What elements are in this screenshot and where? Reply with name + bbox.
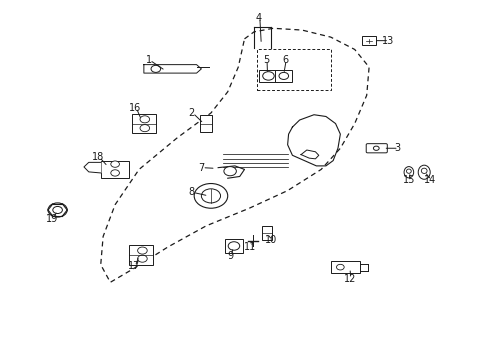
Ellipse shape <box>421 168 426 174</box>
Bar <box>200 115 211 132</box>
Circle shape <box>194 184 227 208</box>
Ellipse shape <box>417 165 429 179</box>
Circle shape <box>151 66 160 72</box>
Circle shape <box>336 264 344 270</box>
Circle shape <box>137 255 147 262</box>
Text: 17: 17 <box>128 261 140 271</box>
Text: 6: 6 <box>282 55 288 65</box>
Text: 11: 11 <box>244 242 256 252</box>
Text: 4: 4 <box>255 13 262 23</box>
Ellipse shape <box>403 167 413 178</box>
Circle shape <box>53 207 62 213</box>
Ellipse shape <box>406 169 410 173</box>
Text: 10: 10 <box>264 235 277 245</box>
Circle shape <box>137 247 147 254</box>
Bar <box>330 261 359 274</box>
Polygon shape <box>143 65 201 73</box>
Text: 19: 19 <box>46 214 58 224</box>
Circle shape <box>111 170 119 176</box>
Text: 1: 1 <box>145 55 151 65</box>
Text: 12: 12 <box>343 274 355 284</box>
Text: 15: 15 <box>402 175 414 185</box>
Text: 14: 14 <box>424 175 436 185</box>
Circle shape <box>140 125 149 132</box>
Circle shape <box>279 72 288 80</box>
Bar <box>101 161 129 178</box>
Polygon shape <box>84 162 101 173</box>
FancyBboxPatch shape <box>366 144 386 153</box>
Bar <box>258 69 278 82</box>
Circle shape <box>140 116 149 123</box>
Circle shape <box>228 242 239 250</box>
Text: 2: 2 <box>188 108 195 118</box>
Bar <box>275 69 292 82</box>
Text: 18: 18 <box>92 152 104 162</box>
Circle shape <box>262 72 274 80</box>
Bar <box>132 114 156 134</box>
Bar <box>225 239 242 253</box>
Text: 7: 7 <box>198 163 204 173</box>
Text: 9: 9 <box>226 251 233 261</box>
Circle shape <box>224 167 236 176</box>
Text: 5: 5 <box>263 55 268 65</box>
Circle shape <box>201 189 220 203</box>
Bar <box>129 245 153 265</box>
Bar <box>262 226 271 240</box>
Text: 13: 13 <box>381 36 394 46</box>
Circle shape <box>111 161 119 167</box>
Bar <box>361 36 376 45</box>
Text: 3: 3 <box>394 143 400 153</box>
Text: 16: 16 <box>129 103 141 113</box>
Circle shape <box>48 203 67 217</box>
Text: 8: 8 <box>188 187 194 197</box>
